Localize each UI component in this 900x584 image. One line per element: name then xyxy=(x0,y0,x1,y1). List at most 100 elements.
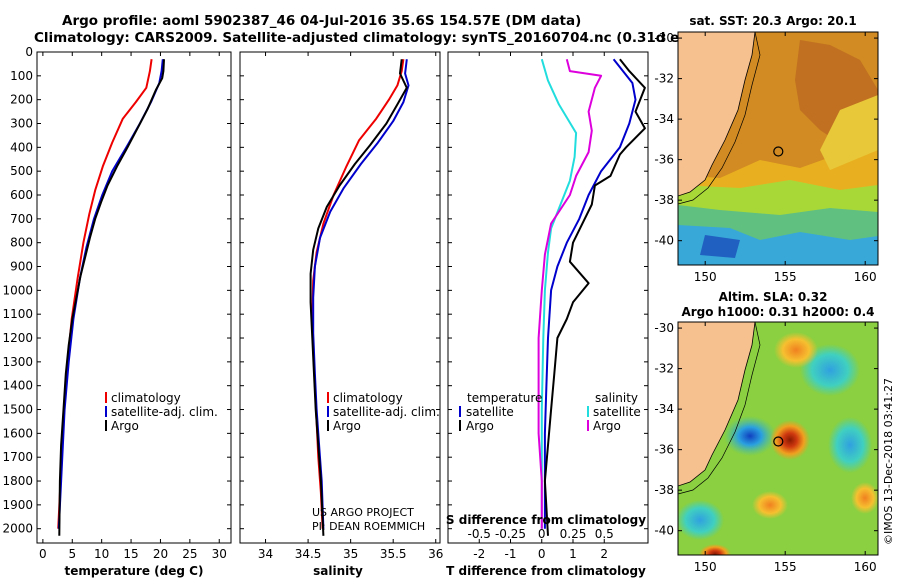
depth-tick-label: 1700 xyxy=(2,450,33,464)
salinity-difference-tick-label: -0.5 xyxy=(468,527,491,541)
longitude-tick-label: 150 xyxy=(694,560,717,574)
latitude-tick-label: -32 xyxy=(654,72,674,86)
sst-yellow-patch xyxy=(820,95,878,170)
series-line-s-argo xyxy=(537,58,603,529)
depth-tick-label: 600 xyxy=(10,188,33,202)
depth-tick-label: 0 xyxy=(25,45,33,59)
sla-cyan-eddy xyxy=(678,500,724,540)
depth-tick-label: 200 xyxy=(10,93,33,107)
x-tick-label: 30 xyxy=(212,547,227,561)
difference-top-label: S difference from climatology xyxy=(446,513,646,527)
difference-panel: -2 -1 0 1 2 T difference from climatology S … xyxy=(446,51,649,578)
sla-blue-eddy xyxy=(724,416,776,456)
depth-tick-label: 2000 xyxy=(2,522,33,536)
latitude-tick-label: -40 xyxy=(654,234,674,248)
legend-s-satellite-label: satellite xyxy=(593,405,641,419)
difference-axes-frame xyxy=(447,51,649,544)
series-line-argo xyxy=(309,59,408,536)
sla-map-panel: Altim. SLA: 0.32 Argo h1000: 0.31 h2000:… xyxy=(654,290,879,574)
figure-title-line1: Argo profile: aoml 5902387_46 04-Jul-201… xyxy=(62,13,581,29)
x-tick-label: 15 xyxy=(123,547,138,561)
imos-timestamp: ©IMOS 13-Dec-2018 03:41:27 xyxy=(882,378,895,545)
x-tick-label: -2 xyxy=(473,547,485,561)
x-tick-label: -1 xyxy=(505,547,517,561)
legend-s-argo-label: Argo xyxy=(593,419,621,433)
salinity-x-axis: 34 34.5 35 35.5 36 xyxy=(258,52,443,561)
latitude-tick-label: -34 xyxy=(654,402,674,416)
latitude-tick-label: -32 xyxy=(654,362,674,376)
depth-tick-label: 400 xyxy=(10,140,33,154)
depth-axis: 0 100 200 300 400 500 600 700 800 900 1000 1100 1200… xyxy=(2,45,231,536)
x-tick-label: 34 xyxy=(258,547,273,561)
latitude-tick-label: -34 xyxy=(654,112,674,126)
latitude-tick-label: -38 xyxy=(654,193,674,207)
difference-legend: temperature satellite Argo salinity sate… xyxy=(459,391,641,433)
salinity-panel: 34 34.5 35 35.5 36 salinity climatology sate… xyxy=(239,51,443,578)
latitude-tick-label: -40 xyxy=(654,524,674,538)
depth-tick-label: 900 xyxy=(10,260,33,274)
credit-project: US ARGO PROJECT xyxy=(312,506,414,519)
salinity-y-ticks xyxy=(240,51,440,530)
longitude-tick-label: 155 xyxy=(774,560,797,574)
sla-orange-eddy xyxy=(752,491,788,519)
depth-tick-label: 300 xyxy=(10,117,33,131)
depth-tick-label: 800 xyxy=(10,236,33,250)
depth-tick-label: 1100 xyxy=(2,307,33,321)
sla-map-title: Altim. SLA: 0.32 xyxy=(719,290,828,304)
legend-satellite-label: satellite-adj. clim. xyxy=(333,405,440,419)
sst-isobath xyxy=(678,32,761,205)
salinity-difference-ticks: -0.5 -0.25 0 0.25 0.5 xyxy=(468,527,614,541)
x-tick-label: 25 xyxy=(182,547,197,561)
difference-xlabel: T difference from climatology xyxy=(446,564,646,578)
latitude-tick-label: -36 xyxy=(654,443,674,457)
longitude-tick-label: 155 xyxy=(774,270,797,284)
sst-map-field xyxy=(678,32,878,265)
legend-satellite-label: satellite-adj. clim. xyxy=(111,405,218,419)
latitude-tick-label: -36 xyxy=(654,153,674,167)
depth-tick-label: 1000 xyxy=(2,283,33,297)
sla-orange-eddy xyxy=(851,482,878,514)
difference-series xyxy=(537,58,646,536)
figure-title-line2: Climatology: CARS2009. Satellite-adjuste… xyxy=(34,30,726,46)
sst-map-frame xyxy=(677,31,879,266)
series-line-t-satellite xyxy=(543,58,637,529)
x-tick-label: 34.5 xyxy=(295,547,322,561)
legend-salinity-heading: salinity xyxy=(595,391,638,405)
credit-pi: PI: DEAN ROEMMICH xyxy=(312,520,425,533)
depth-tick-label: 500 xyxy=(10,164,33,178)
difference-y-ticks xyxy=(448,51,648,530)
salinity-difference-tick-label: -0.25 xyxy=(495,527,526,541)
temperature-xlabel: temperature (deg C) xyxy=(65,564,204,578)
temperature-axes-frame xyxy=(36,51,232,544)
x-tick-label: 20 xyxy=(153,547,168,561)
legend-temperature-heading: temperature xyxy=(467,391,542,405)
sst-map-axes: 150 155 160 -30 -32 -34 -36 -38 -40 xyxy=(654,31,878,284)
sst-argo-location-marker xyxy=(773,146,784,157)
x-tick-label: 2 xyxy=(600,547,608,561)
sst-coldest-patch xyxy=(700,235,740,258)
depth-tick-label: 1900 xyxy=(2,498,33,512)
x-tick-label: 1 xyxy=(569,547,577,561)
depth-tick-label: 1600 xyxy=(2,426,33,440)
latitude-tick-label: -30 xyxy=(654,31,674,45)
legend-climatology-label: climatology xyxy=(333,391,403,405)
sla-warm-core-eddy xyxy=(770,420,810,460)
salinity-series xyxy=(309,59,410,536)
sla-orange-eddy xyxy=(774,332,818,368)
longitude-tick-label: 150 xyxy=(694,270,717,284)
legend-t-argo-label: Argo xyxy=(466,419,494,433)
legend-climatology-label: climatology xyxy=(111,391,181,405)
salinity-difference-tick-label: 0.5 xyxy=(595,527,614,541)
sst-map-panel: sat. SST: 20.3 Argo: 20.1 150 155 160 -30 -3… xyxy=(654,14,879,284)
latitude-tick-label: -30 xyxy=(654,321,674,335)
salinity-axes-frame xyxy=(239,51,441,544)
sla-land xyxy=(678,322,756,487)
temperature-legend: climatology satellite-adj. clim. Argo xyxy=(105,391,218,433)
series-line-argo xyxy=(58,59,165,536)
sla-map-field xyxy=(678,322,878,555)
legend-argo-label: Argo xyxy=(333,419,361,433)
legend-t-satellite-label: satellite xyxy=(466,405,514,419)
depth-tick-label: 1200 xyxy=(2,331,33,345)
